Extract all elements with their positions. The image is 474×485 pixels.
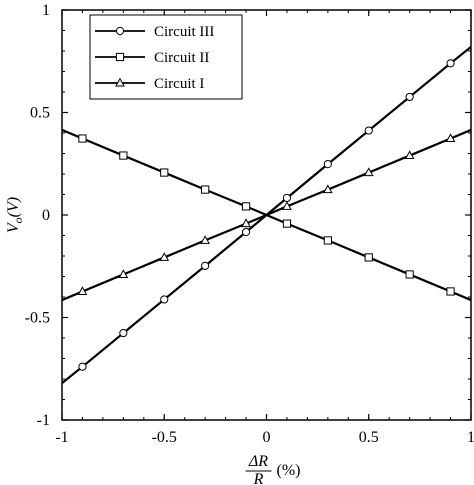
x-axis-label-denominator: R [253, 471, 264, 485]
legend-label-circuit-i: Circuit I [154, 76, 204, 92]
data-point-circuit-ii [241, 202, 251, 211]
data-point-circuit-i [323, 184, 333, 194]
y-axis-label-main: V [5, 221, 22, 233]
data-point-circuit-i [363, 167, 374, 177]
legend-label-circuit-ii: Circuit II [154, 50, 209, 66]
data-point-circuit-iii [446, 59, 455, 68]
data-point-circuit-iii [119, 328, 128, 338]
x-tick-label: 0.5 [359, 429, 379, 446]
data-point-circuit-i [118, 269, 129, 278]
y-axis-label-text: Vo(V) [5, 197, 25, 233]
data-point-circuit-iii [282, 193, 292, 203]
data-point-circuit-i [445, 133, 456, 143]
data-point-circuit-iii [78, 362, 87, 371]
y-tick-label: -0.5 [25, 310, 50, 327]
y-axis-label: Vo(V) [5, 197, 25, 233]
data-point-circuit-ii [160, 168, 169, 177]
data-point-circuit-iii [323, 160, 332, 169]
x-axis-label-unit: (%) [277, 462, 301, 479]
data-point-circuit-iii [160, 295, 169, 304]
data-point-circuit-i [282, 201, 292, 210]
x-axis-label: ΔR R (%) [245, 453, 301, 485]
legend-marker-circuit-ii [115, 52, 125, 62]
data-point-circuit-i [200, 235, 210, 244]
x-tick-label: -0.5 [152, 429, 177, 446]
y-axis-label-unit: (V) [5, 197, 22, 217]
data-point-circuit-ii [119, 151, 128, 160]
legend-marker-circuit-iii [115, 26, 125, 36]
y-axis-label-subscript: o [11, 217, 25, 223]
x-tick-label: 1 [467, 429, 474, 446]
data-point-circuit-ii [405, 270, 414, 279]
data-point-circuit-i [77, 286, 88, 295]
ticks-layer: -1 -0.5 0 0.5 1 -1 -0.5 0 0.5 1 [25, 2, 474, 446]
data-point-circuit-ii [446, 287, 455, 296]
data-point-circuit-i [241, 218, 251, 228]
series-layer [61, 46, 472, 384]
x-axis-label-numerator: ΔR [248, 453, 268, 470]
data-point-circuit-ii [323, 236, 332, 245]
x-tick-label: -1 [55, 429, 68, 446]
y-tick-label: 1 [42, 2, 50, 19]
legend-marker-circuit-i [115, 77, 125, 87]
data-point-circuit-i [159, 252, 170, 261]
data-point-circuit-iii [405, 92, 414, 102]
data-point-circuit-iii [201, 261, 210, 270]
y-tick-label: -1 [37, 412, 50, 429]
data-point-circuit-iii [364, 126, 373, 135]
data-point-circuit-ii [78, 134, 87, 143]
legend: Circuit III Circuit II Circuit I [89, 14, 243, 100]
legend-label-circuit-iii: Circuit III [154, 24, 214, 40]
y-tick-label: 0.5 [30, 105, 50, 122]
data-point-circuit-ii [282, 219, 292, 228]
data-point-circuit-ii [364, 253, 373, 262]
data-point-circuit-iii [241, 227, 251, 237]
data-point-circuit-ii [201, 185, 210, 194]
x-tick-label: 0 [263, 429, 271, 446]
y-tick-label: 0 [42, 207, 50, 224]
data-point-circuit-i [404, 150, 415, 160]
